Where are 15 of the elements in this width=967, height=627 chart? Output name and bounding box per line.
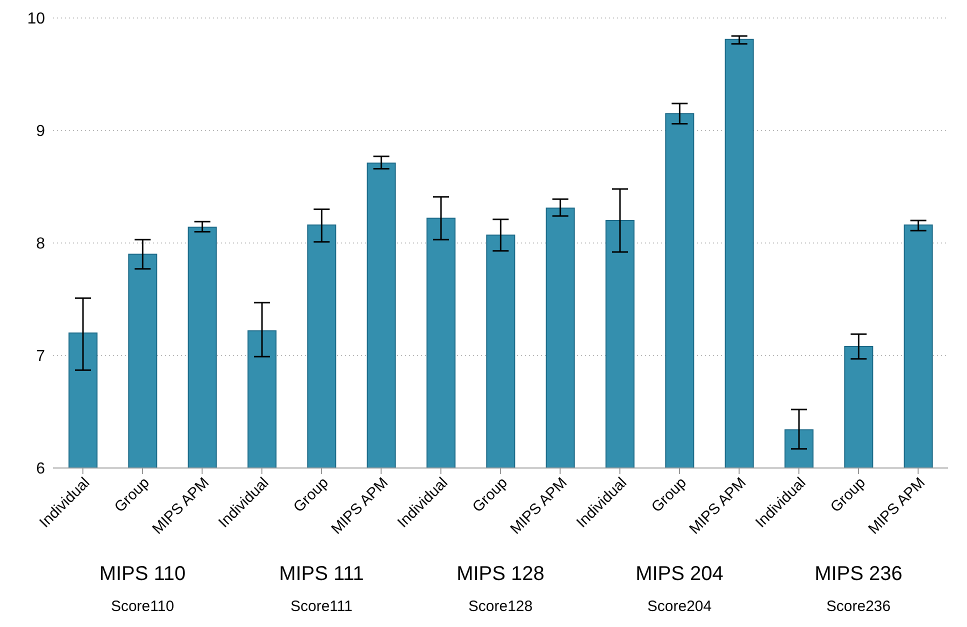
y-tick-label: 8 xyxy=(36,236,46,253)
text: Score111 xyxy=(290,598,354,615)
y-tick-label: 10 xyxy=(27,10,46,28)
y-tick-label: 6 xyxy=(36,460,46,478)
text: MIPS 204 xyxy=(634,563,724,586)
text: Score110 xyxy=(110,598,176,615)
text: MIPS 128 xyxy=(456,563,546,586)
text: Score128 xyxy=(467,598,534,615)
text: Score236 xyxy=(825,598,892,615)
y-tick-label: 9 xyxy=(36,123,46,140)
text: Score204 xyxy=(646,598,713,615)
y-tick-label: 7 xyxy=(36,348,46,366)
text: MIPS 110 xyxy=(98,563,187,586)
text: MIPS 111 xyxy=(278,563,365,586)
text: MIPS 236 xyxy=(814,563,904,586)
